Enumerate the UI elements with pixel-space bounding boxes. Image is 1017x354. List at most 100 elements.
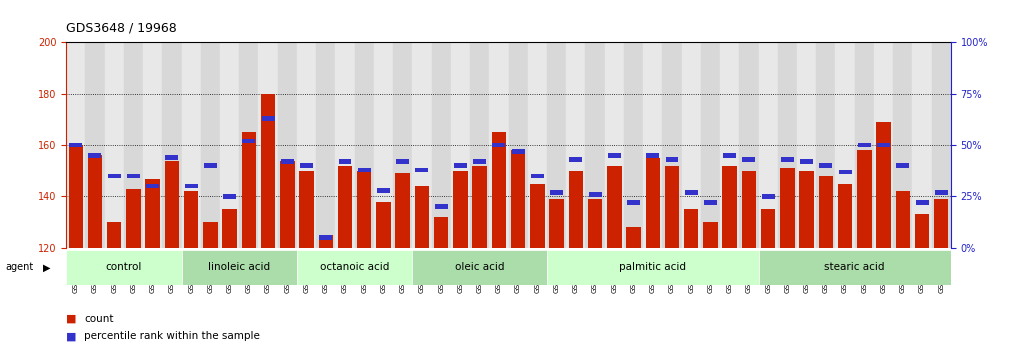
Bar: [355, 42, 374, 248]
Bar: [239, 42, 258, 248]
Bar: [319, 235, 333, 240]
Bar: [623, 42, 643, 248]
Bar: [297, 250, 412, 285]
Bar: [627, 200, 640, 205]
Bar: [261, 116, 275, 121]
Bar: [896, 191, 910, 248]
Bar: [397, 159, 409, 164]
Bar: [935, 190, 948, 195]
Bar: [339, 159, 352, 164]
Bar: [646, 153, 659, 158]
Bar: [318, 235, 333, 248]
Bar: [412, 42, 431, 248]
Text: ▶: ▶: [43, 262, 50, 272]
Bar: [69, 143, 82, 147]
Bar: [316, 42, 336, 248]
Bar: [549, 199, 563, 248]
Bar: [184, 191, 198, 248]
Bar: [258, 42, 278, 248]
Bar: [454, 171, 468, 248]
Bar: [260, 94, 276, 248]
Bar: [820, 164, 832, 168]
Bar: [566, 42, 586, 248]
Bar: [299, 171, 314, 248]
Bar: [857, 150, 872, 248]
Bar: [742, 157, 756, 162]
Text: GDS3648 / 19968: GDS3648 / 19968: [66, 21, 177, 34]
Bar: [281, 159, 294, 164]
Bar: [608, 153, 620, 158]
Bar: [759, 42, 778, 248]
Bar: [300, 164, 313, 168]
Bar: [761, 209, 775, 248]
Bar: [607, 166, 621, 248]
Bar: [896, 164, 909, 168]
Bar: [416, 167, 428, 172]
Bar: [181, 42, 200, 248]
Text: octanoic acid: octanoic acid: [320, 262, 390, 272]
Bar: [415, 186, 429, 248]
Bar: [377, 188, 390, 193]
Bar: [569, 171, 583, 248]
Bar: [85, 42, 105, 248]
Bar: [550, 190, 563, 195]
Bar: [739, 42, 759, 248]
Bar: [932, 42, 951, 248]
Bar: [473, 159, 486, 164]
Bar: [858, 143, 871, 147]
Bar: [915, 200, 929, 205]
Bar: [394, 42, 412, 248]
Bar: [396, 173, 410, 248]
Bar: [431, 42, 451, 248]
Bar: [145, 178, 160, 248]
Text: agent: agent: [5, 262, 34, 272]
Bar: [528, 42, 547, 248]
Bar: [87, 155, 102, 248]
Bar: [570, 157, 583, 162]
Bar: [473, 166, 487, 248]
Bar: [181, 250, 297, 285]
Bar: [781, 157, 794, 162]
Bar: [105, 42, 124, 248]
Bar: [451, 42, 470, 248]
Bar: [934, 199, 949, 248]
Bar: [586, 42, 605, 248]
Bar: [838, 184, 852, 248]
Bar: [166, 155, 178, 160]
Bar: [374, 42, 394, 248]
Bar: [489, 42, 508, 248]
Bar: [720, 42, 739, 248]
Bar: [643, 42, 662, 248]
Bar: [778, 42, 797, 248]
Bar: [797, 42, 817, 248]
Bar: [203, 164, 217, 168]
Bar: [124, 42, 143, 248]
Bar: [877, 143, 890, 147]
Bar: [88, 153, 102, 158]
Bar: [741, 171, 757, 248]
Bar: [66, 250, 181, 285]
Bar: [530, 184, 544, 248]
Bar: [722, 166, 737, 248]
Bar: [800, 159, 814, 164]
Bar: [454, 164, 467, 168]
Bar: [762, 194, 775, 199]
Bar: [338, 166, 352, 248]
Bar: [915, 215, 930, 248]
Bar: [817, 42, 836, 248]
Bar: [434, 217, 448, 248]
Bar: [681, 42, 701, 248]
Bar: [547, 42, 566, 248]
Bar: [146, 184, 159, 188]
Bar: [704, 200, 717, 205]
Bar: [163, 42, 181, 248]
Text: control: control: [106, 262, 142, 272]
Bar: [626, 227, 641, 248]
Bar: [759, 250, 951, 285]
Bar: [376, 201, 391, 248]
Text: linoleic acid: linoleic acid: [208, 262, 271, 272]
Bar: [723, 153, 736, 158]
Bar: [588, 199, 602, 248]
Text: count: count: [84, 314, 114, 324]
Bar: [336, 42, 355, 248]
